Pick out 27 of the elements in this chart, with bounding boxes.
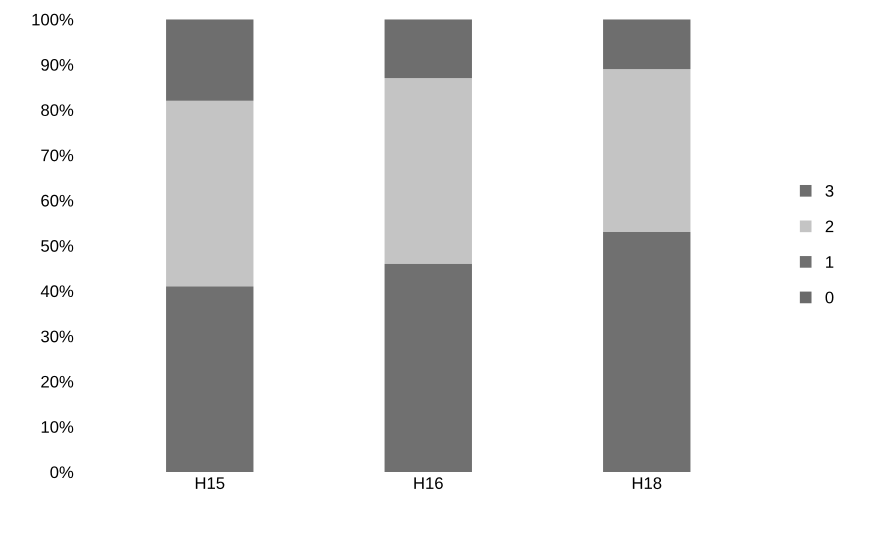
y-tick-label: 100% (32, 14, 74, 26)
y-tick-label: 0% (50, 466, 74, 478)
x-tick-label: H18 (632, 477, 662, 490)
bar (166, 286, 254, 472)
bar (166, 19, 254, 101)
legend-label: 1 (826, 256, 834, 268)
legend-label: 3 (825, 185, 834, 197)
y-tick-label: 30% (41, 330, 74, 342)
legend-label: 0 (826, 292, 834, 304)
y-tick-label: 50% (41, 240, 74, 252)
bar (603, 19, 690, 70)
y-tick-label: 40% (40, 285, 74, 298)
bar (384, 78, 472, 264)
y-tick-label: 10% (42, 421, 74, 433)
bar (384, 19, 472, 78)
bar (603, 69, 690, 232)
legend-label: 2 (826, 220, 834, 232)
y-tick-label: 70% (41, 150, 74, 162)
bar (166, 100, 254, 286)
y-tick-label: 80% (41, 104, 74, 116)
x-tick-label: H15 (196, 477, 224, 490)
y-tick-label: 20% (41, 376, 74, 388)
y-tick-label: 90% (41, 58, 74, 71)
bar (384, 264, 472, 472)
x-tick-label: H16 (414, 477, 443, 490)
bar (603, 232, 690, 472)
y-tick-label: 60% (41, 194, 74, 207)
